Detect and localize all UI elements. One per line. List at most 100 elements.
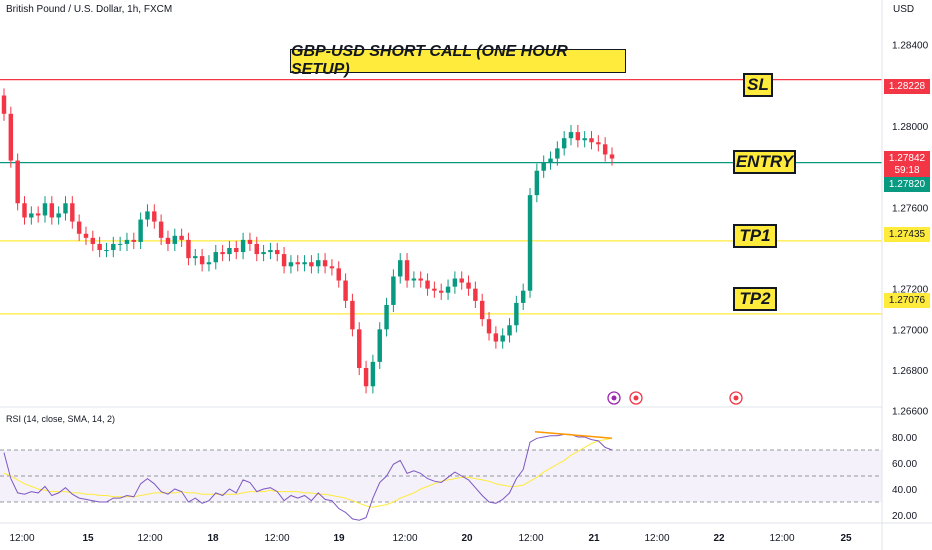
rsi-tick-label: 60.00: [892, 459, 917, 470]
candle-body: [384, 304, 389, 330]
candle-body: [83, 233, 89, 238]
candle-body: [179, 235, 184, 240]
candle-body: [117, 243, 123, 245]
candle-body: [220, 252, 225, 255]
time-tick-label: 19: [333, 533, 345, 544]
time-tick-label: 15: [82, 533, 94, 544]
candle-body: [596, 142, 601, 145]
time-tick-label: 12:00: [264, 533, 289, 544]
candle-body: [520, 290, 526, 303]
tp1-price-tag: 1.27435: [884, 227, 930, 242]
candle-body: [350, 300, 355, 330]
candle-body: [29, 213, 34, 218]
rsi-divergence-line: [534, 431, 613, 440]
candle-body: [111, 243, 116, 251]
rsi-tick-label: 40.00: [892, 485, 917, 496]
event-markers[interactable]: [607, 391, 743, 405]
time-tick-label: 12:00: [137, 533, 162, 544]
price-tick-label: 1.28000: [892, 122, 929, 133]
price-tick-label: 1.26800: [892, 366, 929, 377]
price-tick-label: 1.27200: [892, 285, 929, 296]
candle-body: [363, 367, 369, 387]
candle-body: [152, 211, 157, 222]
candle-body: [35, 213, 41, 216]
time-tick-label: 18: [207, 533, 219, 544]
candle-body: [548, 158, 553, 163]
bar-countdown: 59:18: [894, 164, 920, 176]
candle-body: [336, 268, 341, 281]
time-axis: 12:00 15 12:00 18 12:00 19 12:00 20 12:00 21 12:00…: [9, 533, 852, 544]
candle-body: [138, 219, 143, 242]
candle-body: [49, 203, 55, 218]
currency-label[interactable]: USD: [893, 4, 915, 15]
rsi-pane: [0, 431, 882, 521]
rsi-ma-line: [3, 437, 613, 508]
current-price-tag: 1.27842 59:18: [884, 151, 930, 178]
candle-body: [500, 335, 505, 342]
candle-body: [158, 221, 164, 238]
candle-body: [507, 325, 512, 336]
candle-body: [527, 195, 533, 291]
candle-body: [322, 260, 328, 267]
candle-body: [295, 262, 300, 265]
rsi-title: RSI (14, close, SMA, 14, 2): [6, 414, 116, 424]
candle-body: [288, 262, 294, 267]
time-tick-label: 12:00: [9, 533, 34, 544]
level-lines: [0, 79, 882, 315]
flash-event-icon[interactable]: [607, 391, 621, 405]
candle-body: [261, 252, 266, 255]
candle-body: [206, 262, 212, 265]
candle-body: [247, 239, 253, 244]
candle-body: [555, 148, 560, 159]
candle-body: [479, 300, 485, 320]
time-tick-label: 12:00: [644, 533, 669, 544]
candle-body: [15, 160, 20, 204]
candle-body: [459, 278, 464, 283]
candle-body: [268, 250, 273, 253]
sl-price-tag: 1.28228: [884, 79, 930, 94]
tp2-label: TP2: [733, 287, 777, 311]
time-tick-label: 12:00: [518, 533, 543, 544]
candle-body: [240, 239, 246, 253]
candle-body: [213, 252, 218, 263]
rsi-line: [3, 433, 613, 521]
candle-body: [609, 154, 615, 159]
calendar-event-icon-dot: [633, 395, 639, 401]
candle-body: [227, 248, 232, 255]
candle-body: [193, 256, 198, 259]
candle-body: [370, 361, 376, 387]
price-tick-label: 1.28400: [892, 41, 929, 52]
candle-body: [377, 329, 382, 362]
candle-body: [234, 248, 239, 253]
candle-body: [541, 162, 546, 171]
candle-body: [398, 260, 403, 277]
calendar-event-icon[interactable]: [729, 391, 743, 405]
candle-body: [418, 278, 423, 281]
candle-body: [329, 266, 335, 269]
candle-body: [309, 262, 314, 267]
sl-label: SL: [743, 73, 773, 97]
candle-body: [254, 243, 259, 255]
candle-body: [445, 286, 451, 293]
time-tick-label: 25: [840, 533, 852, 544]
entry-label: ENTRY: [733, 150, 796, 174]
candle-body: [8, 113, 14, 161]
candle-body: [432, 288, 437, 291]
time-tick-label: 12:00: [392, 533, 417, 544]
candle-body: [343, 280, 348, 301]
candle-body: [466, 282, 471, 289]
candle-body: [172, 235, 178, 244]
calendar-event-icon[interactable]: [629, 391, 643, 405]
candle-body: [199, 256, 205, 265]
candle-body: [186, 239, 191, 259]
candle-body: [486, 319, 492, 334]
candle-body: [561, 138, 567, 149]
time-tick-label: 22: [713, 533, 725, 544]
candle-body: [316, 260, 321, 267]
candle-body: [22, 203, 27, 218]
candles: [1, 88, 615, 394]
time-tick-label: 21: [588, 533, 600, 544]
candle-body: [76, 221, 82, 234]
